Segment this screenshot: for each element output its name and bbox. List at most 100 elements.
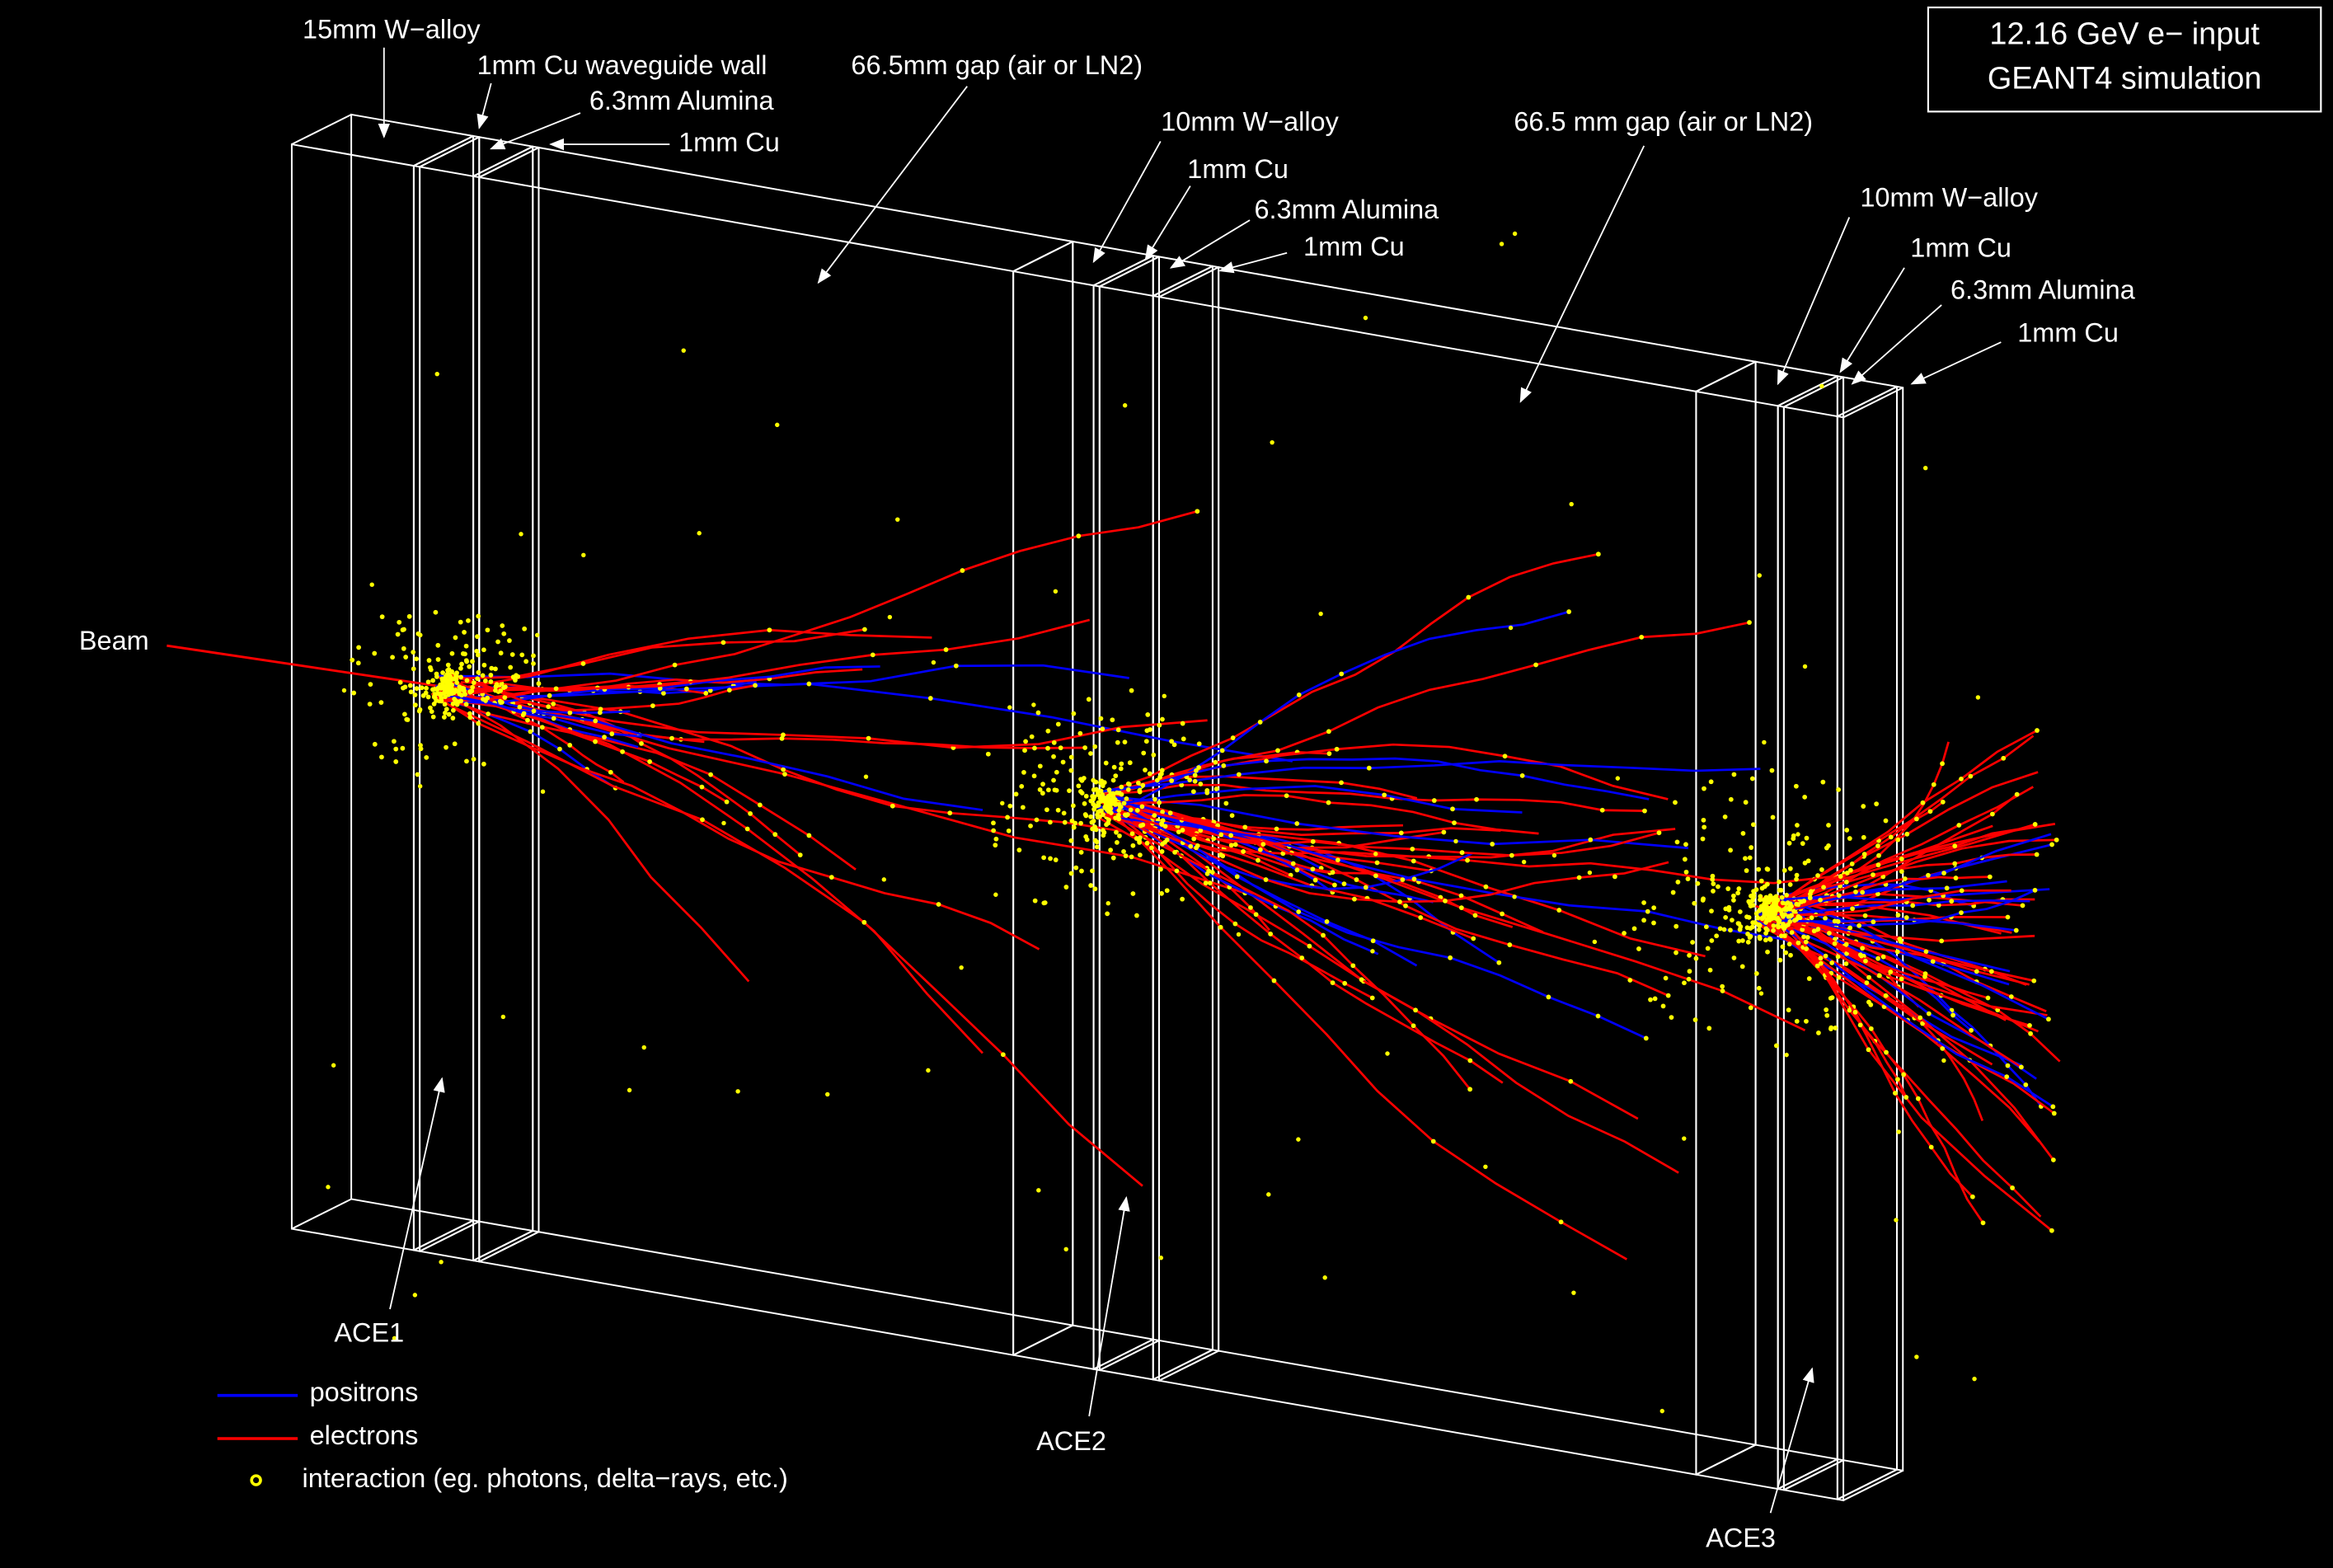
interaction-dot (1815, 873, 1820, 878)
interaction-dot (1757, 923, 1763, 929)
interaction-dot (531, 708, 537, 714)
interaction-dot (1294, 821, 1300, 826)
interaction-dot (1641, 900, 1646, 905)
particle-track (1113, 808, 1379, 955)
interaction-dot (1149, 845, 1154, 851)
interaction-dot (1296, 909, 1302, 914)
particle-track (1105, 552, 1599, 793)
interaction-dot (1188, 843, 1194, 849)
interaction-dot (1382, 792, 1387, 798)
interaction-dot (700, 817, 705, 823)
interaction-dot (1088, 883, 1094, 888)
interaction-dot (501, 685, 506, 690)
interaction-dot (1695, 880, 1701, 886)
interaction-dot (1206, 868, 1212, 874)
interaction-dot (1466, 594, 1472, 600)
interaction-dot (1592, 939, 1598, 945)
interaction-dot (446, 692, 452, 697)
interaction-dot (753, 683, 758, 688)
interaction-dot (1737, 909, 1743, 914)
interaction-dot (1802, 794, 1808, 800)
interaction-dot (457, 691, 462, 697)
interaction-dot (1096, 800, 1101, 805)
interaction-dot (1127, 760, 1133, 766)
interaction-dot (488, 678, 494, 684)
interaction-dot (1985, 995, 1991, 1001)
interaction-dot (442, 702, 448, 707)
interaction-dot (1756, 927, 1762, 932)
interaction-dot (1086, 697, 1091, 702)
interaction-dot (767, 627, 772, 633)
interaction-dot (1203, 880, 1209, 886)
interaction-dot (1140, 782, 1146, 788)
interaction-dot (1042, 900, 1048, 905)
interaction-dot (567, 743, 573, 748)
interaction-dot (1843, 880, 1849, 885)
interaction-dot (1094, 786, 1099, 792)
interaction-dot (1866, 1047, 1871, 1053)
interaction-dot (881, 877, 887, 882)
interaction-dot (1115, 840, 1120, 845)
interaction-dot (1794, 872, 1800, 878)
interaction-dot (1051, 777, 1056, 783)
interaction-dot (425, 679, 431, 685)
interaction-dot (1804, 835, 1810, 841)
interaction-dot (1787, 913, 1792, 919)
interaction-dot (433, 609, 439, 615)
interaction-dot (1000, 1052, 1006, 1058)
interaction-dot (1242, 824, 1248, 830)
interaction-dot (1749, 845, 1754, 850)
interaction-dot (428, 705, 433, 711)
interaction-dot (458, 674, 463, 680)
interaction-dot (1802, 664, 1808, 669)
interaction-dot (1082, 800, 1087, 806)
interaction-dot (1062, 819, 1068, 825)
interaction-dot (1682, 857, 1688, 862)
interaction-dot (861, 627, 867, 632)
interaction-dot (1663, 975, 1669, 981)
interaction-dot (669, 735, 674, 741)
interaction-dot (1082, 745, 1087, 750)
interaction-dot (1077, 730, 1083, 736)
interaction-dot (464, 758, 469, 764)
interaction-dot (1063, 885, 1069, 890)
interaction-dot (1448, 955, 1453, 960)
interaction-dot (1904, 831, 1910, 837)
interaction-dot (528, 729, 533, 735)
interaction-dot (1114, 829, 1119, 835)
particle-track (449, 628, 932, 692)
interaction-dot (1707, 967, 1713, 973)
interaction-dot (1270, 439, 1274, 445)
interaction-dot (1990, 811, 1995, 817)
interaction-dot (1230, 735, 1236, 740)
interaction-dot (1763, 905, 1768, 910)
interaction-dot (1219, 748, 1225, 753)
interaction-dot (1113, 773, 1119, 778)
interaction-dot (639, 741, 644, 746)
interaction-dot (1848, 867, 1853, 873)
interaction-dot (1111, 764, 1117, 770)
interaction-dot (1576, 875, 1582, 880)
interaction-dot (1775, 897, 1781, 903)
interaction-dot (379, 614, 385, 620)
interaction-dot (1735, 890, 1741, 896)
interaction-dot (450, 716, 456, 721)
interaction-dot (1341, 881, 1347, 886)
particle-track (438, 692, 983, 811)
interaction-dot (341, 688, 347, 693)
interaction-dot (1850, 906, 1855, 912)
interaction-dot (517, 704, 523, 710)
interaction-dot (1108, 847, 1114, 853)
interaction-dot (1818, 897, 1823, 903)
interaction-dot (557, 746, 562, 752)
interaction-dot (1682, 980, 1687, 986)
interaction-dot (1739, 964, 1745, 969)
label-arrow (389, 1077, 445, 1310)
interaction-dot (1656, 830, 1662, 836)
interaction-dot (1781, 867, 1787, 873)
interaction-dot (1129, 854, 1134, 860)
interaction-dot (1702, 824, 1707, 830)
interaction-dot (1260, 842, 1266, 847)
interaction-dot (1078, 820, 1083, 826)
interaction-dot (1232, 842, 1238, 847)
